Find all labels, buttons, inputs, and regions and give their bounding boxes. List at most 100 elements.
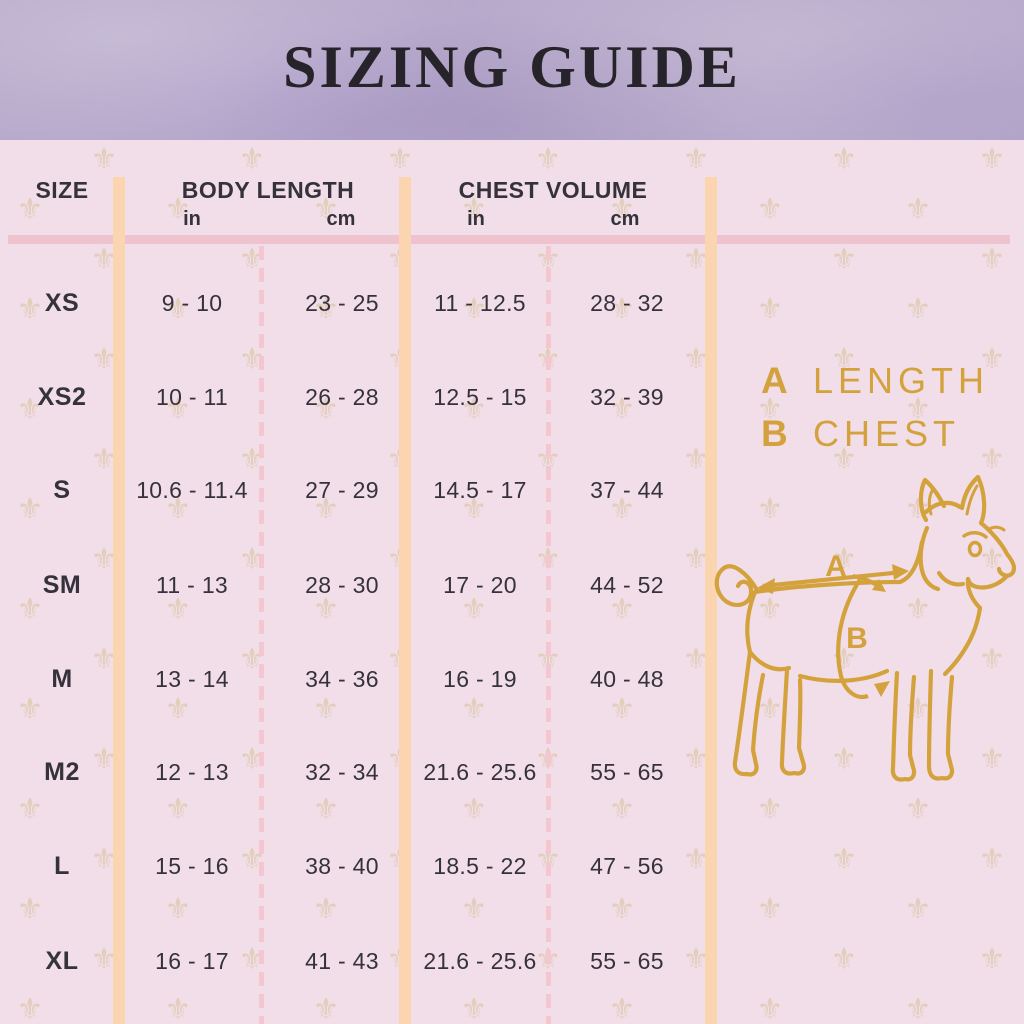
fleur-de-lis-icon: ⚜	[16, 992, 44, 1024]
fleur-de-lis-icon: ⚜	[312, 992, 340, 1024]
cell-body-cm: 38 - 40	[305, 853, 379, 879]
table-row: XS 9 - 10 23 - 25 11 - 12.5 28 - 32	[0, 282, 720, 324]
cell-body-cm: 41 - 43	[305, 948, 379, 974]
header-divider-line	[8, 235, 1010, 244]
fleur-de-lis-icon: ⚜	[90, 142, 118, 177]
cell-chest-cm: 28 - 32	[590, 290, 664, 316]
column-divider-3	[705, 177, 717, 1024]
cell-size: L	[54, 852, 70, 880]
cell-body-in: 10.6 - 11.4	[136, 477, 248, 503]
cell-chest-in: 21.6 - 25.6	[423, 948, 537, 974]
cell-body-cm: 34 - 36	[305, 666, 379, 692]
fleur-de-lis-icon: ⚜	[978, 942, 1006, 977]
fleur-de-lis-icon: ⚜	[830, 842, 858, 877]
fleur-de-lis-icon: ⚜	[460, 992, 488, 1024]
measurement-legend: A LENGTH B CHEST	[761, 360, 989, 466]
header-size: SIZE	[35, 177, 89, 203]
cell-body-cm: 26 - 28	[305, 384, 379, 410]
cell-chest-cm: 55 - 65	[590, 948, 664, 974]
banner: SIZING GUIDE	[0, 0, 1024, 140]
cell-body-cm: 23 - 25	[305, 290, 379, 316]
fleur-de-lis-icon: ⚜	[608, 992, 636, 1024]
cell-chest-cm: 44 - 52	[590, 572, 664, 598]
fleur-de-lis-icon: ⚜	[978, 842, 1006, 877]
legend-row-length: A LENGTH	[761, 360, 989, 413]
legend-label-length: LENGTH	[813, 360, 990, 401]
cell-body-in: 13 - 14	[155, 666, 229, 692]
cell-body-in: 9 - 10	[161, 290, 223, 316]
fleur-de-lis-icon: ⚜	[312, 892, 340, 927]
cell-chest-cm: 55 - 65	[590, 759, 664, 785]
cell-size: XL	[45, 947, 79, 975]
cell-body-in: 12 - 13	[155, 759, 229, 785]
table-row: XL 16 - 17 41 - 43 21.6 - 25.6 55 - 65	[0, 940, 720, 982]
cell-size: S	[53, 476, 71, 504]
cell-chest-in: 17 - 20	[443, 572, 517, 598]
fleur-de-lis-icon: ⚜	[756, 192, 784, 227]
cell-body-cm: 27 - 29	[305, 477, 379, 503]
cell-chest-in: 12.5 - 15	[433, 384, 527, 410]
cell-body-in: 11 - 13	[156, 572, 228, 598]
table-row: SM 11 - 13 28 - 30 17 - 20 44 - 52	[0, 564, 720, 606]
fleur-de-lis-icon: ⚜	[904, 292, 932, 327]
legend-label-chest: CHEST	[813, 413, 961, 454]
cell-size: XS2	[37, 383, 87, 411]
fleur-de-lis-icon: ⚜	[16, 892, 44, 927]
legend-key-a: A	[761, 360, 788, 401]
fleur-de-lis-icon: ⚜	[238, 142, 266, 177]
fleur-de-lis-icon: ⚜	[460, 792, 488, 827]
cell-size: M	[51, 665, 73, 693]
cell-chest-in: 16 - 19	[443, 666, 517, 692]
fleur-de-lis-icon: ⚜	[978, 242, 1006, 277]
page-title: SIZING GUIDE	[283, 33, 741, 100]
dog-measurement-diagram: A B	[714, 474, 1017, 782]
cell-body-in: 16 - 17	[155, 948, 229, 974]
cell-chest-in: 14.5 - 17	[433, 477, 527, 503]
fleur-de-lis-icon: ⚜	[830, 142, 858, 177]
chihuahua-outline-icon	[714, 474, 1017, 782]
fleur-de-lis-icon: ⚜	[682, 142, 710, 177]
fleur-de-lis-icon: ⚜	[312, 792, 340, 827]
cell-body-in: 10 - 11	[156, 384, 228, 410]
table-row: S 10.6 - 11.4 27 - 29 14.5 - 17 37 - 44	[0, 469, 720, 511]
fleur-de-lis-icon: ⚜	[386, 142, 414, 177]
fleur-de-lis-icon: ⚜	[830, 942, 858, 977]
dashed-divider-chest	[546, 246, 551, 1024]
header-chest-cm: cm	[610, 208, 640, 230]
fleur-de-lis-icon: ⚜	[756, 992, 784, 1024]
header-body-cm: cm	[326, 208, 356, 230]
fleur-de-lis-icon: ⚜	[460, 892, 488, 927]
cell-chest-cm: 47 - 56	[590, 853, 664, 879]
dashed-divider-body	[259, 246, 264, 1024]
marker-b-label: B	[846, 622, 868, 655]
fleur-de-lis-icon: ⚜	[534, 142, 562, 177]
fleur-de-lis-icon: ⚜	[904, 992, 932, 1024]
fleur-de-lis-icon: ⚜	[978, 142, 1006, 177]
fleur-de-lis-icon: ⚜	[608, 892, 636, 927]
cell-chest-in: 18.5 - 22	[433, 853, 527, 879]
header-chest-volume: CHEST VOLUME	[458, 177, 648, 203]
cell-size: XS	[44, 289, 80, 317]
table-row: M 13 - 14 34 - 36 16 - 19 40 - 48	[0, 658, 720, 700]
cell-chest-cm: 37 - 44	[590, 477, 664, 503]
fleur-de-lis-icon: ⚜	[608, 792, 636, 827]
cell-chest-in: 11 - 12.5	[434, 290, 526, 316]
legend-key-b: B	[761, 413, 788, 454]
fleur-de-lis-icon: ⚜	[830, 242, 858, 277]
cell-chest-in: 21.6 - 25.6	[423, 759, 537, 785]
marker-a-label: A	[825, 550, 847, 583]
length-arrow-a	[757, 564, 909, 594]
legend-row-chest: B CHEST	[761, 413, 989, 466]
cell-size: SM	[42, 571, 82, 599]
table-row: L 15 - 16 38 - 40 18.5 - 22 47 - 56	[0, 845, 720, 887]
fleur-de-lis-icon: ⚜	[164, 992, 192, 1024]
column-divider-2	[399, 177, 411, 1024]
fleur-de-lis-icon: ⚜	[904, 892, 932, 927]
table-row: M2 12 - 13 32 - 34 21.6 - 25.6 55 - 65	[0, 751, 720, 793]
cell-body-cm: 28 - 30	[305, 572, 379, 598]
cell-chest-cm: 32 - 39	[590, 384, 664, 410]
fleur-de-lis-icon: ⚜	[164, 892, 192, 927]
header-chest-in: in	[467, 208, 485, 230]
header-body-length: BODY LENGTH	[181, 177, 355, 203]
